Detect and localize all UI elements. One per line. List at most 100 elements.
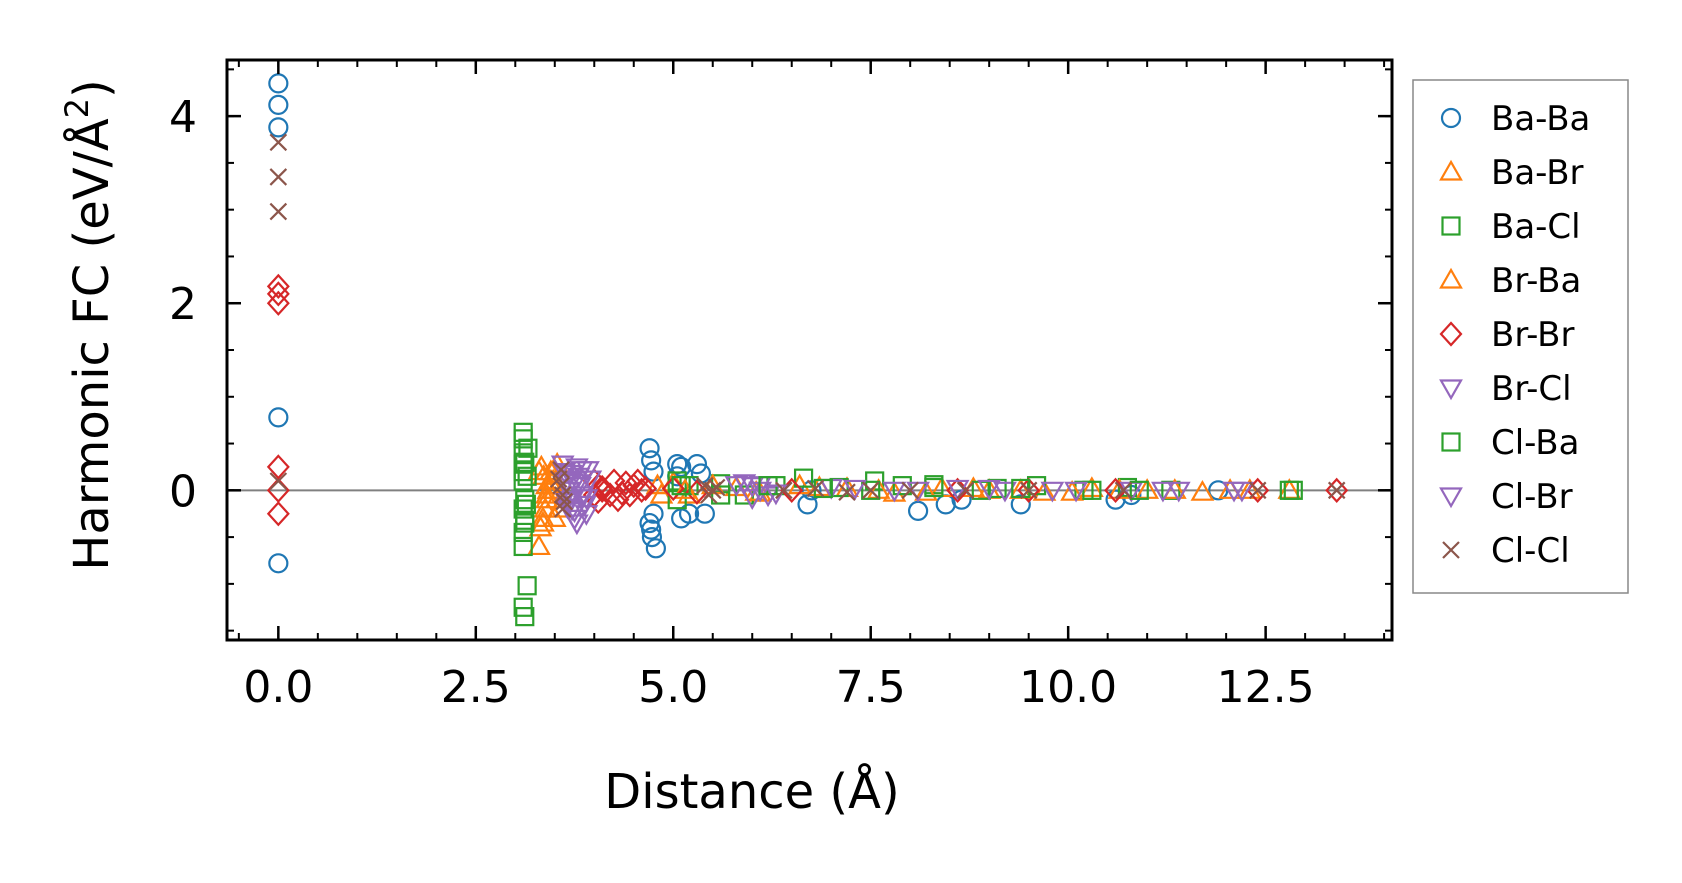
- point-cl-ba: [517, 466, 537, 486]
- point-ba-cl: [517, 576, 537, 596]
- point-br-cl: [732, 474, 757, 496]
- point-cl-cl: [269, 168, 288, 186]
- point-cl-cl: [553, 486, 572, 504]
- y-axis-label-exponent: 2: [58, 98, 96, 118]
- y-axis-label-prefix: Harmonic FC (eV/Å: [63, 118, 120, 571]
- legend-item-cl-ba: Cl-Ba: [1441, 423, 1579, 463]
- point-cl-cl: [552, 460, 570, 479]
- point-cl-ba: [861, 480, 881, 500]
- point-br-br: [606, 487, 630, 513]
- point-ba-ba: [268, 407, 289, 428]
- axes-frame: [225, 58, 1394, 642]
- point-ba-ba: [686, 454, 708, 475]
- point-ba-cl: [793, 468, 814, 488]
- legend-label-br-br: Br-Br: [1491, 315, 1575, 355]
- legend-items: Ba-Ba Ba-Br Ba-Cl Br-Ba Br-Br Br-Cl Cl-Ba Cl-Br…: [1439, 99, 1590, 571]
- point-br-br: [614, 470, 638, 496]
- y-tick-label: 4: [169, 92, 197, 143]
- point-cl-br: [1064, 481, 1088, 503]
- point-ba-ba: [268, 553, 289, 574]
- point-cl-br: [977, 479, 1002, 501]
- point-cl-ba: [1279, 480, 1299, 500]
- point-br-ba: [914, 479, 938, 501]
- point-ba-ba: [694, 503, 715, 524]
- point-br-br: [1325, 477, 1349, 503]
- legend-item-cl-br: Cl-Br: [1439, 477, 1573, 517]
- point-cl-cl: [861, 481, 880, 500]
- point-cl-br: [574, 489, 599, 511]
- point-cl-cl: [1248, 481, 1267, 500]
- point-cl-cl: [269, 472, 288, 490]
- point-cl-ba: [1082, 480, 1102, 500]
- point-ba-cl: [513, 471, 533, 491]
- x-tick-label: 0.0: [243, 662, 313, 713]
- point-br-br: [266, 273, 290, 300]
- point-cl-ba: [711, 485, 731, 505]
- legend-label-br-cl: Br-Cl: [1491, 369, 1572, 409]
- x-tick-label: 7.5: [836, 662, 906, 713]
- y-tick-label: 2: [169, 279, 197, 330]
- point-ba-ba: [671, 508, 692, 529]
- point-ba-cl: [513, 499, 533, 519]
- point-br-ba: [538, 459, 563, 481]
- point-cl-cl: [901, 481, 919, 500]
- point-cl-cl: [1019, 481, 1038, 500]
- point-br-cl: [882, 481, 907, 503]
- point-cl-cl: [269, 133, 288, 152]
- point-ba-ba: [645, 538, 666, 559]
- point-cl-cl: [269, 202, 288, 221]
- point-cl-br: [724, 476, 749, 497]
- point-br-ba: [545, 451, 570, 473]
- point-cl-cl: [707, 478, 726, 497]
- legend-item-br-br: Br-Br: [1439, 315, 1575, 355]
- x-tick-label: 2.5: [441, 662, 511, 713]
- legend-label-ba-ba: Ba-Ba: [1491, 99, 1590, 139]
- point-ba-br: [527, 534, 551, 556]
- point-br-br: [1017, 477, 1041, 503]
- point-cl-ba: [516, 494, 536, 514]
- point-br-br: [266, 501, 290, 527]
- x-tick-label: 5.0: [638, 662, 708, 713]
- point-ba-br: [1190, 479, 1215, 501]
- point-cl-cl: [838, 483, 856, 501]
- legend-marker-ba-cl: [1441, 216, 1461, 236]
- series-cl-cl: [269, 133, 1346, 518]
- point-br-br: [266, 281, 290, 307]
- point-cl-br: [1151, 481, 1175, 503]
- point-br-br: [626, 468, 650, 494]
- point-cl-cl: [775, 481, 793, 500]
- legend-item-cl-cl: Cl-Cl: [1442, 531, 1570, 571]
- point-cl-cl: [1114, 481, 1133, 500]
- point-cl-ba: [515, 452, 535, 472]
- x-tick-label: 12.5: [1217, 662, 1315, 713]
- point-cl-cl: [1327, 481, 1346, 500]
- legend-marker-cl-cl: [1442, 541, 1460, 559]
- point-ba-ba: [641, 450, 662, 471]
- point-ba-br: [649, 482, 674, 504]
- y-axis-label: Harmonic FC (eV/Å2): [58, 79, 120, 571]
- point-ba-cl: [513, 536, 533, 557]
- point-br-ba: [1060, 479, 1085, 501]
- legend-item-br-ba: Br-Ba: [1439, 261, 1581, 301]
- point-br-cl: [1166, 481, 1191, 503]
- legend-label-br-ba: Br-Ba: [1491, 261, 1581, 301]
- point-br-ba: [542, 478, 567, 499]
- legend-marker-br-br: [1439, 321, 1463, 347]
- point-cl-ba: [515, 513, 535, 533]
- point-ba-cl: [667, 490, 687, 510]
- point-br-cl: [1040, 481, 1065, 503]
- point-br-br: [1104, 477, 1128, 503]
- point-br-br: [634, 475, 658, 502]
- point-br-cl: [993, 481, 1017, 503]
- point-cl-ba: [671, 476, 691, 496]
- legend-label-ba-br: Ba-Br: [1491, 153, 1584, 193]
- point-br-br: [1246, 477, 1270, 503]
- point-ba-ba: [268, 94, 289, 116]
- point-br-cl: [945, 479, 970, 501]
- point-cl-br: [564, 514, 589, 536]
- point-br-br: [661, 475, 685, 502]
- point-ba-ba: [268, 73, 289, 94]
- point-br-br: [610, 480, 634, 506]
